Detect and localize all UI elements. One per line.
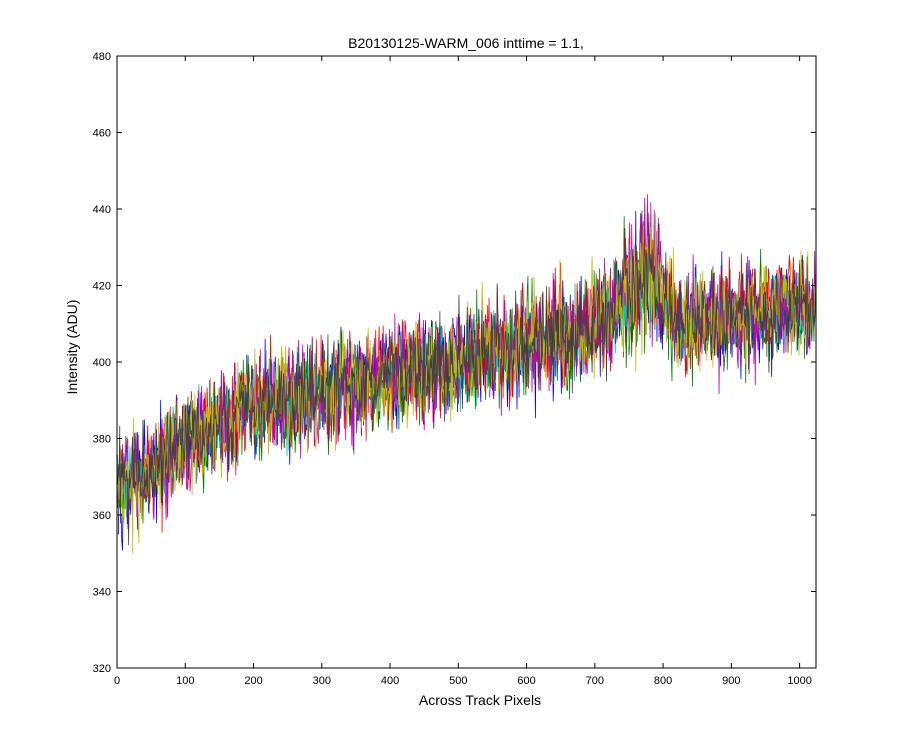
x-tick-label: 300 [313, 675, 331, 687]
x-tick-label: 600 [517, 675, 535, 687]
x-tick-label: 900 [722, 675, 740, 687]
y-tick-label: 480 [93, 51, 111, 63]
tick-layer: 0 100 200 300 400 500 600 700 800 900 1000 320 340 36… [93, 51, 816, 687]
x-tick-label: 700 [586, 675, 604, 687]
x-tick-label: 100 [176, 675, 194, 687]
y-tick-label: 320 [93, 663, 111, 675]
chart-title: B20130125-WARM_006 inttime = 1.1, [348, 35, 584, 51]
x-axis-title: Across Track Pixels [419, 692, 541, 708]
x-tick-label: 500 [449, 675, 467, 687]
series-line-7 [117, 212, 817, 546]
y-tick-label: 460 [93, 128, 111, 140]
y-tick-label: 440 [93, 204, 111, 216]
y-tick-label: 360 [93, 510, 111, 522]
y-tick-label: 340 [93, 587, 111, 599]
y-tick-label: 420 [93, 281, 111, 293]
x-tick-label: 800 [654, 675, 672, 687]
y-axis-title: Intensity (ADU) [64, 300, 80, 395]
x-tick-label: 200 [244, 675, 262, 687]
x-tick-label: 1000 [787, 675, 811, 687]
x-tick-label: 0 [114, 675, 120, 687]
series-layer [117, 194, 817, 554]
y-tick-label: 400 [93, 357, 111, 369]
y-tick-label: 380 [93, 434, 111, 446]
x-tick-label: 400 [381, 675, 399, 687]
